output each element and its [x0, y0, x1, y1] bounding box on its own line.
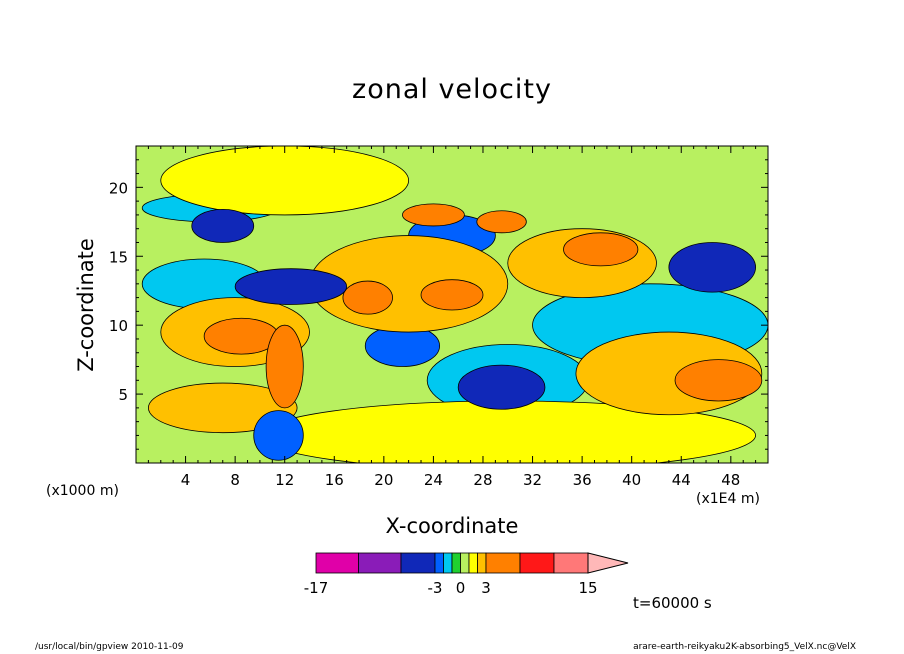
x-tick-label-10: 44 [672, 471, 691, 489]
x-tick-label-2: 12 [275, 471, 294, 489]
colorbar-bin-11 [553, 552, 589, 574]
x-tick-label-5: 24 [424, 471, 443, 489]
colorbar-bin-9 [485, 552, 521, 574]
colorbar-bin-10 [519, 552, 555, 574]
colorbar-label-3: 3 [481, 579, 491, 597]
x-tick-label-1: 8 [230, 471, 240, 489]
colorbar-bin-2 [400, 552, 436, 574]
y-tick-label-2: 15 [109, 248, 128, 266]
heatmap-region-25 [265, 324, 304, 409]
heatmap-region-22 [668, 242, 757, 293]
colorbar-bin-3 [434, 552, 444, 574]
x-tick-label-9: 40 [622, 471, 641, 489]
heatmap-region-13 [253, 410, 304, 461]
heatmap-region-17 [420, 279, 484, 311]
y-tick-label-3: 20 [109, 179, 128, 197]
colorbar-arrow [587, 552, 629, 574]
x-unit-left: (x1000 m) [46, 483, 119, 499]
heatmap-region-15 [674, 359, 763, 402]
chart-title: zonal velocity [352, 74, 552, 105]
x-axis-label: X-coordinate [385, 514, 519, 538]
colorbar-bin-6 [460, 552, 470, 574]
time-label: t=60000 s [633, 594, 712, 612]
colorbar-bin-1 [358, 552, 402, 574]
heatmap-region-14 [191, 208, 255, 243]
heatmap-region-16 [563, 232, 639, 267]
x-tick-label-8: 36 [573, 471, 592, 489]
colorbar-label-4: 15 [578, 579, 597, 597]
colorbar-bin-8 [477, 552, 487, 574]
colorbar-bin-4 [443, 552, 453, 574]
y-tick-label-1: 10 [109, 317, 128, 335]
heatmap-region-24 [234, 268, 348, 305]
heatmap-region-18 [342, 280, 393, 315]
colorbar-label-1: -3 [428, 579, 443, 597]
plot-frame [135, 145, 769, 464]
x-tick-label-0: 4 [181, 471, 191, 489]
x-tick-label-6: 28 [473, 471, 492, 489]
heatmap-region-5 [160, 146, 409, 216]
colorbar-bin-0 [315, 552, 359, 574]
heatmap-region-23 [457, 364, 546, 410]
colorbar-label-2: 0 [456, 579, 466, 597]
y-axis-label: Z-coordinate [74, 238, 98, 372]
footer-right: arare-earth-reikyaku2K-absorbing5_VelX.n… [633, 642, 856, 652]
colorbar-label-0: -17 [304, 579, 329, 597]
heatmap-region-19 [203, 317, 279, 355]
heatmap-region-21 [476, 210, 527, 234]
x-tick-label-4: 20 [374, 471, 393, 489]
x-unit-right: (x1E4 m) [696, 491, 760, 507]
y-tick-label-0: 5 [118, 386, 128, 404]
x-tick-label-3: 16 [325, 471, 344, 489]
x-tick-label-7: 32 [523, 471, 542, 489]
heatmap-region-20 [402, 203, 465, 227]
colorbar-bin-7 [468, 552, 478, 574]
footer-left: /usr/local/bin/gpview 2010-11-09 [35, 642, 184, 652]
colorbar-bin-5 [451, 552, 461, 574]
x-tick-label-11: 48 [721, 471, 740, 489]
